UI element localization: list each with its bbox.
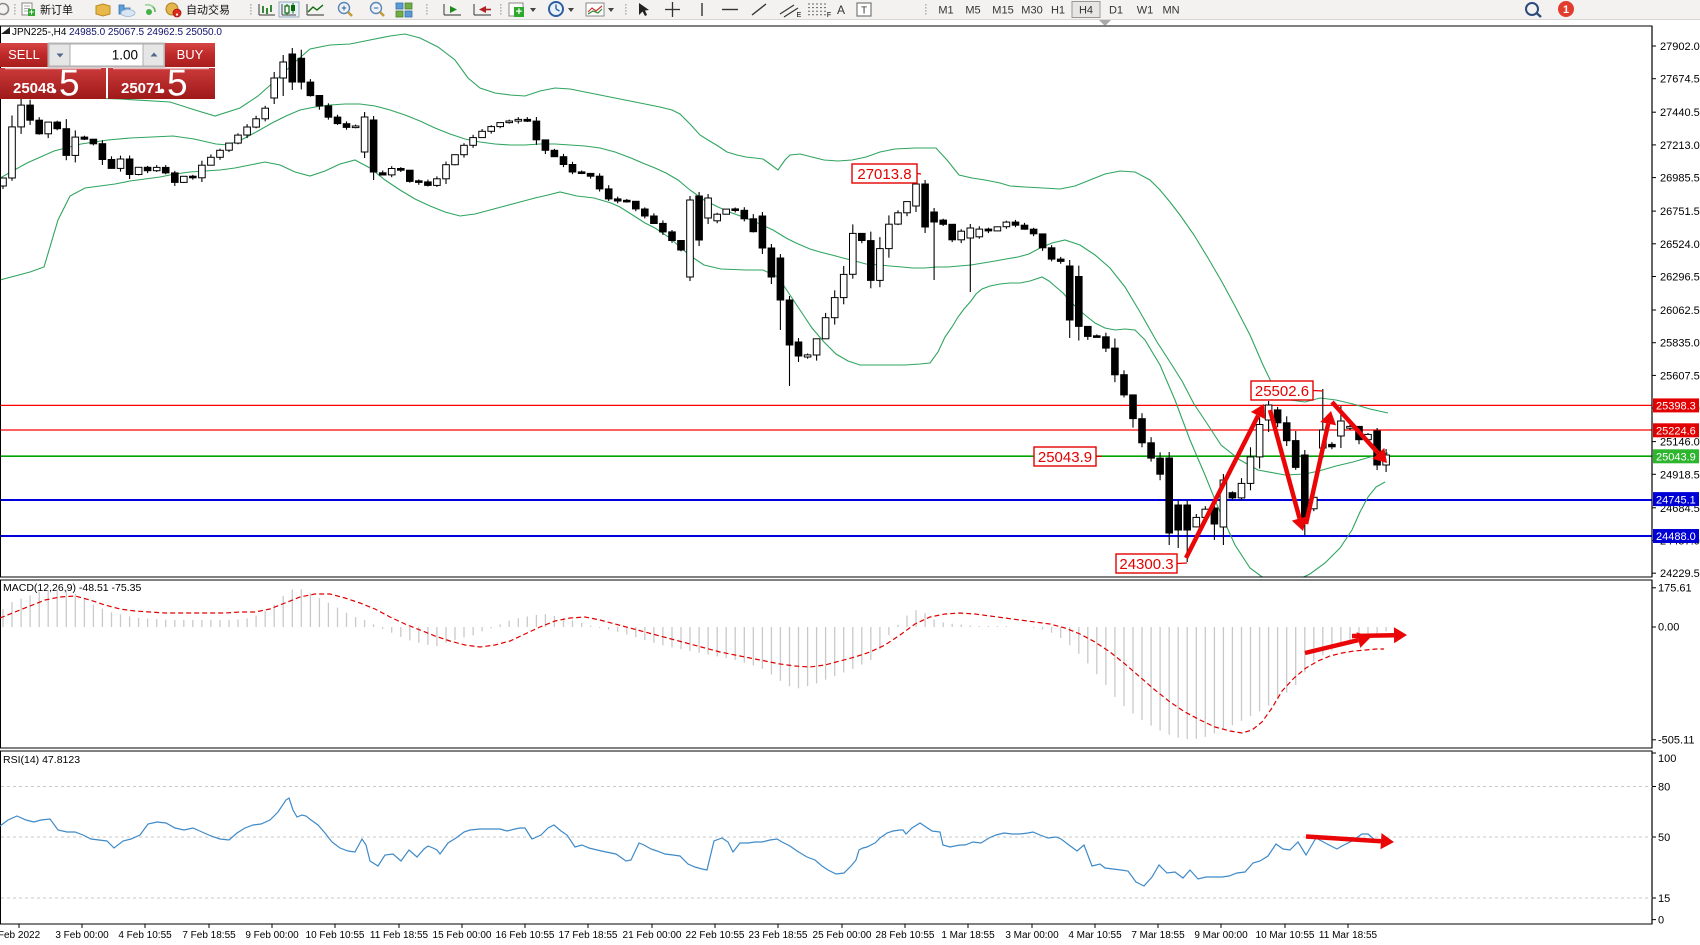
svg-text:9 Mar 00:00: 9 Mar 00:00 bbox=[1194, 930, 1248, 941]
svg-text:7 Feb 18:55: 7 Feb 18:55 bbox=[182, 930, 236, 941]
svg-text:80: 80 bbox=[1658, 782, 1670, 794]
svg-text:24229.5: 24229.5 bbox=[1660, 568, 1700, 580]
svg-text:新订单: 新订单 bbox=[40, 3, 73, 17]
svg-text:17 Feb 18:55: 17 Feb 18:55 bbox=[559, 930, 618, 941]
svg-text:21 Feb 00:00: 21 Feb 00:00 bbox=[623, 930, 682, 941]
svg-text:22 Feb 10:55: 22 Feb 10:55 bbox=[686, 930, 745, 941]
svg-text:D1: D1 bbox=[1109, 5, 1123, 17]
svg-text:23 Feb 18:55: 23 Feb 18:55 bbox=[749, 930, 808, 941]
svg-text:RSI(14) 47.8123: RSI(14) 47.8123 bbox=[3, 754, 80, 766]
svg-text:BUY: BUY bbox=[177, 47, 204, 62]
svg-text:9 Feb 00:00: 9 Feb 00:00 bbox=[245, 930, 299, 941]
svg-text:+: + bbox=[516, 6, 522, 18]
svg-text:25 Feb 00:00: 25 Feb 00:00 bbox=[813, 930, 872, 941]
svg-text:1 Mar 18:55: 1 Mar 18:55 bbox=[941, 930, 995, 941]
svg-text:E: E bbox=[797, 12, 802, 19]
svg-text:4 Mar 10:55: 4 Mar 10:55 bbox=[1068, 930, 1122, 941]
svg-text:50: 50 bbox=[1658, 832, 1670, 844]
svg-text:27013.8: 27013.8 bbox=[857, 166, 911, 183]
svg-text:1.00: 1.00 bbox=[112, 48, 138, 63]
svg-text:+: + bbox=[29, 7, 34, 17]
svg-text:H4: H4 bbox=[1079, 5, 1093, 17]
svg-text:11 Feb 18:55: 11 Feb 18:55 bbox=[370, 930, 429, 941]
svg-text:自动交易: 自动交易 bbox=[186, 3, 230, 17]
svg-text:25502.6: 25502.6 bbox=[1255, 383, 1309, 400]
svg-text:25224.6: 25224.6 bbox=[1656, 426, 1696, 438]
svg-text:16 Feb 10:55: 16 Feb 10:55 bbox=[496, 930, 555, 941]
svg-text:25048: 25048 bbox=[13, 80, 55, 97]
svg-text:M5: M5 bbox=[965, 5, 980, 17]
svg-text:M30: M30 bbox=[1021, 5, 1042, 17]
svg-text:W1: W1 bbox=[1137, 5, 1154, 17]
svg-text:27674.5: 27674.5 bbox=[1660, 74, 1700, 86]
svg-text:26524.0: 26524.0 bbox=[1660, 239, 1700, 251]
svg-text:JPN225-,H4: JPN225-,H4 bbox=[12, 27, 67, 38]
svg-text:25043.9: 25043.9 bbox=[1656, 452, 1696, 464]
svg-text:F: F bbox=[827, 12, 831, 19]
svg-text:●: ● bbox=[175, 12, 178, 18]
svg-text:27440.5: 27440.5 bbox=[1660, 107, 1700, 119]
svg-text:M1: M1 bbox=[938, 5, 953, 17]
svg-text:5: 5 bbox=[59, 63, 80, 104]
svg-text:T: T bbox=[861, 6, 867, 17]
svg-text:24918.5: 24918.5 bbox=[1660, 469, 1700, 481]
svg-text:26751.5: 26751.5 bbox=[1660, 206, 1700, 218]
svg-text:24985.0 25067.5 24962.5 25050.: 24985.0 25067.5 24962.5 25050.0 bbox=[69, 27, 222, 38]
svg-text:−: − bbox=[373, 3, 378, 13]
svg-text:24488.0: 24488.0 bbox=[1656, 531, 1696, 543]
svg-text:-505.11: -505.11 bbox=[1658, 735, 1695, 747]
svg-text:27213.0: 27213.0 bbox=[1660, 140, 1700, 152]
svg-text:28 Feb 10:55: 28 Feb 10:55 bbox=[876, 930, 935, 941]
svg-text:25146.0: 25146.0 bbox=[1660, 437, 1700, 449]
svg-text:M15: M15 bbox=[992, 5, 1013, 17]
svg-text:0: 0 bbox=[1658, 915, 1664, 927]
svg-text:175.61: 175.61 bbox=[1658, 583, 1692, 595]
svg-text:3 Mar 00:00: 3 Mar 00:00 bbox=[1005, 930, 1059, 941]
svg-text:15 Feb 00:00: 15 Feb 00:00 bbox=[433, 930, 492, 941]
svg-text:10 Mar 10:55: 10 Mar 10:55 bbox=[1256, 930, 1315, 941]
svg-text:25071: 25071 bbox=[121, 80, 163, 97]
svg-text:25398.3: 25398.3 bbox=[1656, 401, 1696, 413]
svg-text:24300.3: 24300.3 bbox=[1119, 556, 1173, 573]
svg-text:+: + bbox=[341, 3, 346, 13]
svg-text:15: 15 bbox=[1658, 893, 1670, 905]
svg-text:7 Mar 18:55: 7 Mar 18:55 bbox=[1131, 930, 1185, 941]
svg-text:H1: H1 bbox=[1051, 5, 1065, 17]
svg-text:24745.1: 24745.1 bbox=[1656, 494, 1696, 506]
svg-text:Feb 2022: Feb 2022 bbox=[0, 930, 41, 941]
svg-text:4 Feb 10:55: 4 Feb 10:55 bbox=[118, 930, 172, 941]
svg-text:1: 1 bbox=[1563, 4, 1569, 16]
svg-text:25835.0: 25835.0 bbox=[1660, 338, 1700, 350]
svg-text:25043.9: 25043.9 bbox=[1038, 449, 1092, 466]
svg-text:26062.5: 26062.5 bbox=[1660, 305, 1700, 317]
svg-text:26296.5: 26296.5 bbox=[1660, 272, 1700, 284]
svg-text:27902.0: 27902.0 bbox=[1660, 41, 1700, 53]
svg-text:MN: MN bbox=[1162, 5, 1179, 17]
svg-text:25607.5: 25607.5 bbox=[1660, 370, 1700, 382]
svg-text:SELL: SELL bbox=[8, 47, 40, 62]
svg-text:10 Feb 10:55: 10 Feb 10:55 bbox=[306, 930, 365, 941]
svg-text:5: 5 bbox=[167, 63, 188, 104]
svg-text:100: 100 bbox=[1658, 753, 1676, 765]
svg-text:0.00: 0.00 bbox=[1658, 622, 1679, 634]
svg-text:11 Mar 18:55: 11 Mar 18:55 bbox=[1319, 930, 1378, 941]
svg-text:MACD(12,26,9) -48.51 -75.35: MACD(12,26,9) -48.51 -75.35 bbox=[3, 582, 141, 594]
svg-text:26985.5: 26985.5 bbox=[1660, 173, 1700, 185]
svg-text:A: A bbox=[837, 3, 845, 17]
svg-text:3 Feb 00:00: 3 Feb 00:00 bbox=[55, 930, 109, 941]
